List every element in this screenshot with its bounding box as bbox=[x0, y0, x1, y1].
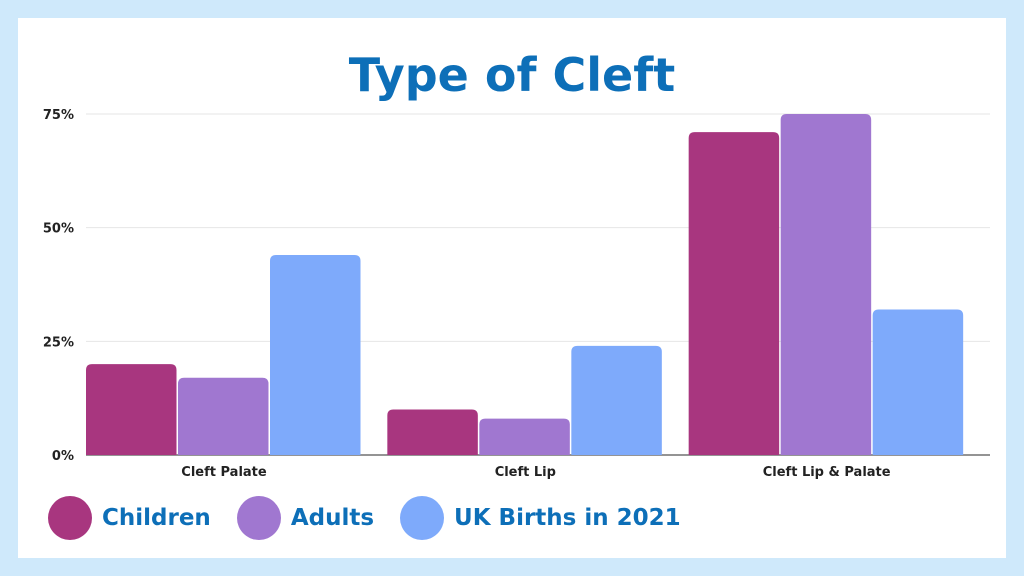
legend-label: UK Births in 2021 bbox=[454, 505, 681, 531]
y-tick-label: 50% bbox=[43, 222, 74, 237]
chart-title: Type of Cleft bbox=[348, 48, 676, 102]
bar-chart: 0% 25% 50% 75% Cleft Palate Cleft Lip Cleft Li… bbox=[43, 108, 990, 480]
bar-children-2 bbox=[688, 132, 780, 455]
legend-swatch bbox=[236, 496, 281, 540]
x-category-label: Cleft Lip bbox=[495, 465, 556, 480]
chart-legend: Children Adults UK Births in 2021 bbox=[48, 496, 707, 540]
bar-children-0 bbox=[86, 364, 177, 455]
y-tick-label: 75% bbox=[43, 108, 74, 123]
y-tick-label: 0% bbox=[52, 449, 74, 464]
bar-uk-births-in-2021-2 bbox=[872, 309, 964, 455]
bar-uk-births-in-2021-0 bbox=[270, 254, 361, 455]
x-category-label: Cleft Lip & Palate bbox=[763, 465, 891, 480]
bar-children-1 bbox=[387, 409, 478, 455]
legend-swatch bbox=[400, 496, 445, 540]
legend-label: Children bbox=[102, 505, 211, 531]
bar-adults-2 bbox=[780, 114, 872, 455]
bar-uk-births-in-2021-1 bbox=[571, 345, 662, 455]
bar-adults-1 bbox=[479, 418, 570, 455]
bar-adults-0 bbox=[178, 377, 269, 455]
y-tick-label: 25% bbox=[43, 335, 74, 350]
legend-item: Adults bbox=[236, 496, 375, 540]
chart-card: Type of Cleft 0% 25% 50% 75% Cleft Palate Cle… bbox=[18, 18, 1006, 558]
x-category-label: Cleft Palate bbox=[181, 465, 267, 480]
legend-item: Children bbox=[48, 496, 211, 540]
legend-item: UK Births in 2021 bbox=[400, 496, 681, 540]
legend-swatch bbox=[48, 496, 92, 540]
legend-label: Adults bbox=[290, 505, 375, 531]
